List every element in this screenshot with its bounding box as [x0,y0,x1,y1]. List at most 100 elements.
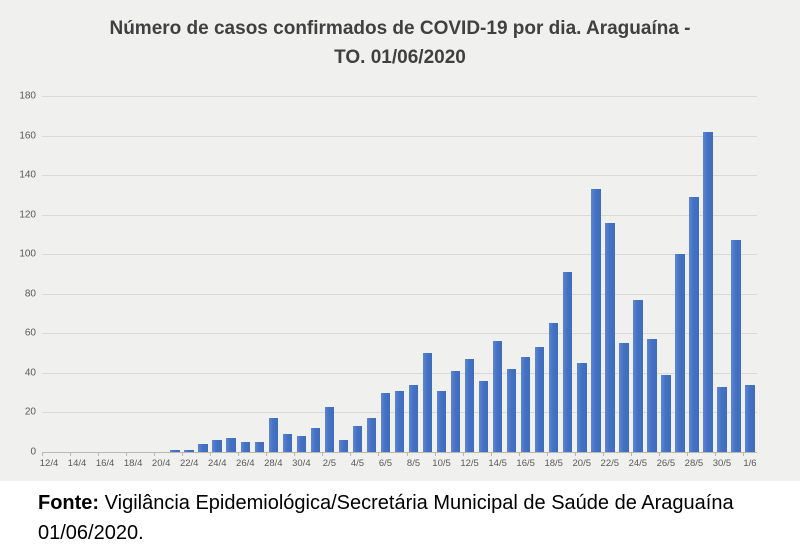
bar [422,353,433,452]
x-axis-tick [546,452,548,456]
x-axis-tick [98,452,100,456]
x-axis-tick [602,452,604,456]
chart-title: Número de casos confirmados de COVID-19 … [109,18,691,69]
footer-source-text: Vigilância Epidemiológica/Secretária Mun… [38,492,734,544]
x-axis-tick [294,452,296,456]
x-axis-tick [490,452,492,456]
x-axis: 12/4 14/4 16/4 18/4 20/4 22/4 24/4 26/4 28/4 30/4… [39,453,757,473]
bar [380,392,391,452]
bar [534,347,545,452]
bar [745,384,755,452]
x-tick-label: 26/4 [236,458,255,469]
bar [520,357,531,452]
y-tick-label: 40 [24,367,36,379]
x-tick-label: 28/4 [264,458,283,469]
x-axis-tick [266,452,268,456]
x-axis-tick [210,452,212,456]
x-axis-tick [154,452,156,456]
x-tick-label: 4/5 [350,458,365,469]
bar [366,418,377,452]
y-axis: 0 20 40 60 80 100 120 140 160 180 [0,91,36,458]
x-axis-ticks [42,452,757,456]
y-tick-label: 180 [19,90,36,102]
x-tick-label: 26/5 [656,458,676,469]
bar [296,436,307,452]
x-axis-line [42,452,757,453]
x-tick-label: 20/5 [572,458,592,469]
x-axis-tick [126,452,128,456]
gridline [42,333,757,335]
bar [675,254,685,452]
x-tick-label: 24/5 [628,458,648,469]
bar [731,240,741,452]
y-tick-label: 120 [19,209,36,221]
bar [198,444,208,452]
x-axis-tick [630,452,632,456]
y-tick-label: 20 [24,406,36,418]
x-axis-tick [686,452,688,456]
x-tick-label: 20/4 [151,458,171,469]
bar [226,438,237,452]
bar [591,188,601,452]
x-tick-label: 16/5 [516,458,535,469]
x-axis-tick [182,452,184,456]
bar [338,440,349,452]
bar [661,374,671,452]
x-tick-label: 10/5 [432,458,451,469]
y-tick-label: 60 [24,327,36,339]
bar [436,390,447,452]
bar [240,442,251,452]
bar [450,370,461,452]
bar [184,450,194,452]
x-axis-tick [350,452,352,456]
y-tick-label: 0 [30,446,36,458]
bar [492,341,503,452]
x-axis-tick [714,452,716,456]
y-tick-label: 140 [19,169,36,181]
gridline [42,214,757,216]
bar [717,386,727,452]
x-tick-label: 6/5 [378,458,393,469]
bar [212,440,222,452]
x-tick-label: 2/5 [322,458,336,469]
bar [394,390,405,452]
x-tick-label: 12/5 [460,458,479,469]
x-axis-tick [322,452,324,456]
bar [548,323,559,452]
y-tick-label: 160 [19,130,36,142]
x-axis-tick [462,452,464,456]
x-axis-tick [378,452,380,456]
bar [408,384,419,452]
bar [619,343,629,452]
bar [170,450,180,452]
x-axis-tick [70,452,72,456]
footer: Fonte: Vigilância Epidemiológica/Secretá… [0,481,800,557]
bar [506,368,517,452]
gridline [42,293,757,295]
bar [310,428,321,452]
bar [562,272,573,452]
x-axis-tick [742,452,744,456]
x-tick-label: 12/4 [39,458,59,469]
bar [633,299,643,452]
x-axis-tick [658,452,660,456]
bar [352,426,363,452]
y-tick-label: 80 [24,288,36,300]
x-tick-label: 22/5 [600,458,620,469]
bar [324,406,335,452]
gridline [42,254,757,256]
x-axis-tick [406,452,408,456]
bar [605,222,615,452]
bar [703,131,713,452]
x-axis-tick [434,452,436,456]
footer-text: Fonte: Vigilância Epidemiológica/Secretá… [0,481,800,548]
x-tick-label: 22/4 [179,458,199,469]
x-tick-label: 24/4 [207,458,227,469]
x-axis-tick [42,452,43,456]
x-tick-label: 18/4 [123,458,143,469]
x-tick-label: 16/4 [95,458,115,469]
x-tick-label: 30/5 [712,458,732,469]
bar [647,339,657,452]
bar [576,363,587,452]
x-tick-label: 8/5 [406,458,421,469]
